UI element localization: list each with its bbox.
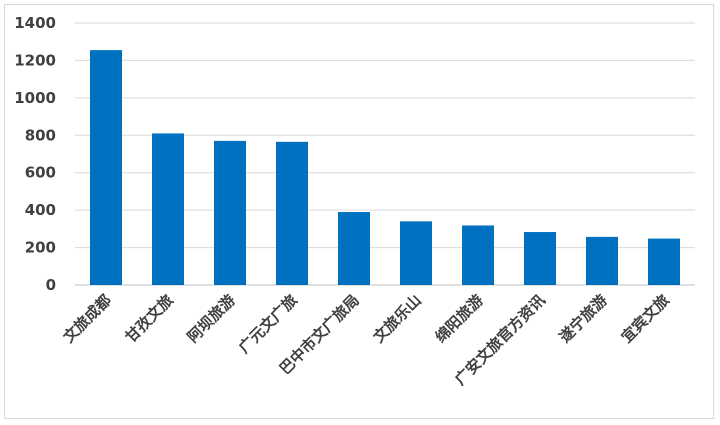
y-tick-label: 0	[46, 276, 56, 294]
x-tick-label: 阿坝旅游	[184, 291, 239, 346]
bar-8	[524, 232, 556, 285]
x-tick-label: 甘孜文旅	[122, 291, 177, 346]
y-tick-label: 800	[25, 126, 56, 144]
y-tick-label: 200	[25, 239, 56, 257]
bar-1	[90, 50, 122, 286]
chart-frame	[4, 4, 714, 419]
x-tick-label: 文旅成都	[60, 291, 115, 346]
x-tick-label: 遂宁旅游	[556, 291, 611, 346]
bar-6	[400, 221, 432, 285]
bar-9	[586, 236, 618, 285]
bar-7	[462, 225, 494, 285]
y-tick-label: 1400	[14, 14, 56, 32]
y-tick-label: 600	[25, 164, 56, 182]
bar-10	[648, 238, 680, 285]
y-tick-label: 1200	[14, 51, 56, 69]
bar-2	[152, 133, 184, 285]
x-tick-label: 广元文广旅	[235, 291, 301, 357]
y-tick-label: 1000	[14, 89, 56, 107]
bar-5	[338, 212, 370, 285]
x-tick-label: 文旅乐山	[370, 291, 425, 346]
bar-3	[214, 140, 246, 285]
bar-4	[276, 141, 308, 285]
x-tick-label: 宜宾文旅	[618, 291, 673, 346]
x-tick-label: 绵阳旅游	[432, 291, 487, 346]
y-tick-label: 400	[25, 201, 56, 219]
